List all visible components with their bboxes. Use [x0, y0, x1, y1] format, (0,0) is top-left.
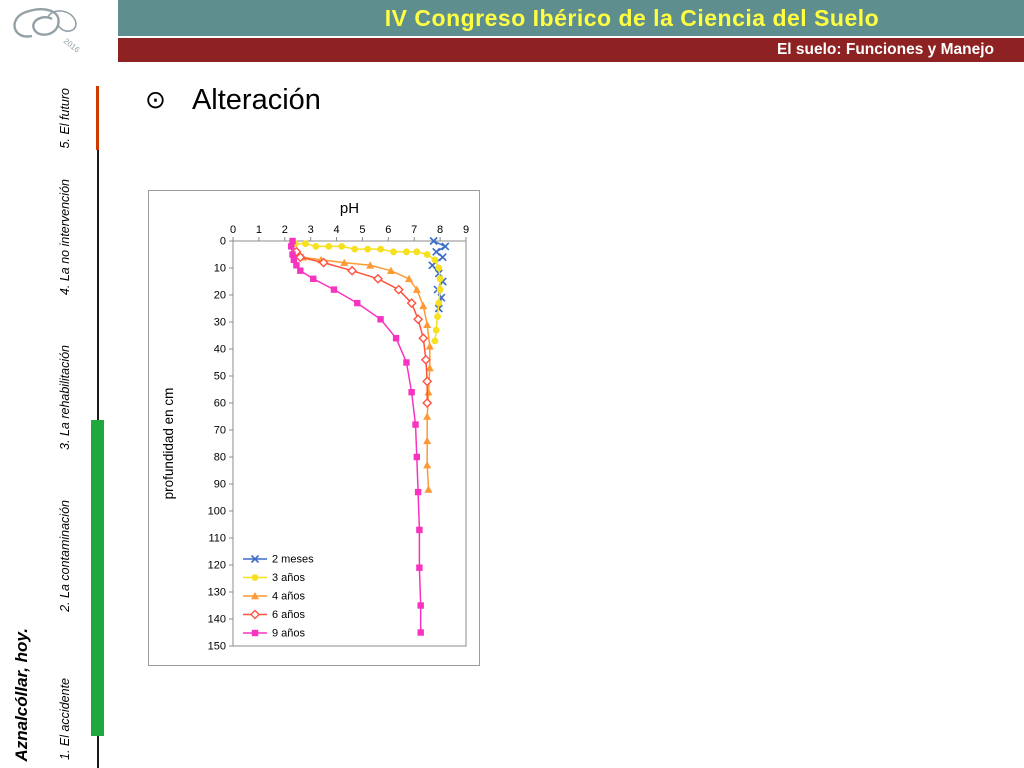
- svg-text:20: 20: [214, 290, 226, 302]
- circled-dot-bullet-icon: ⊙: [145, 86, 166, 114]
- svg-text:6: 6: [385, 224, 391, 236]
- legend-label: 2 meses: [272, 554, 314, 566]
- series-3-años: [291, 240, 444, 345]
- header-subtitle-bar: El suelo: Funciones y Manejo: [0, 38, 1024, 62]
- legend-label: 6 años: [272, 609, 306, 621]
- svg-text:70: 70: [214, 425, 226, 437]
- legend: 2 meses 3 años 4 años 6 años 9 años: [243, 554, 314, 640]
- svg-text:4: 4: [333, 224, 339, 236]
- header-title-bar: IV Congreso Ibérico de la Ciencia del Su…: [0, 0, 1024, 36]
- svg-text:10: 10: [214, 263, 226, 275]
- svg-text:3: 3: [308, 224, 314, 236]
- timeline-progress-bar: [91, 420, 104, 736]
- sidebar-title: Aznalcóllar, hoy.: [12, 628, 31, 762]
- sidebar-item-no-intervencion: 4. La no intervención: [58, 178, 72, 295]
- svg-text:130: 130: [208, 587, 226, 599]
- legend-label: 4 años: [272, 591, 306, 603]
- svg-text:110: 110: [208, 533, 226, 545]
- x-axis-top: 0 1 2 3 4 5 6 7 8 9: [230, 224, 469, 241]
- chart-container: pH profundidad en cm 0 1 2 3 4 5 6 7 8 9 0 10 20 30 40 50…: [148, 190, 480, 666]
- svg-text:30: 30: [214, 317, 226, 329]
- congress-title: IV Congreso Ibérico de la Ciencia del Su…: [384, 5, 880, 31]
- logo-swirl-icon: 2016: [13, 8, 82, 55]
- logo-year: 2016: [62, 36, 82, 54]
- bullet-row: ⊙ Alteración: [145, 84, 321, 117]
- legend-label: 3 años: [272, 572, 306, 584]
- svg-text:0: 0: [220, 236, 226, 248]
- sidebar-item-rehabilitacion: 3. La rehabilitación: [58, 345, 72, 450]
- congress-logo: 2016: [0, 0, 118, 62]
- y-axis-label: profundidad en cm: [161, 388, 176, 500]
- svg-text:60: 60: [214, 398, 226, 410]
- series-4-años: [293, 250, 434, 493]
- svg-text:7: 7: [411, 224, 417, 236]
- sidebar-item-futuro: 5. El futuro: [58, 87, 72, 148]
- sidebar-item-accidente: 1. El accidente: [58, 678, 72, 760]
- svg-text:0: 0: [230, 224, 236, 236]
- svg-text:120: 120: [208, 560, 226, 572]
- session-subtitle: El suelo: Funciones y Manejo: [776, 41, 994, 58]
- svg-text:1: 1: [256, 224, 262, 236]
- plot-frame: [232, 240, 467, 647]
- chart-title: pH: [340, 200, 359, 217]
- svg-text:100: 100: [208, 506, 226, 518]
- slide-heading: Alteración: [191, 84, 321, 116]
- series-6-años: [291, 246, 433, 408]
- y-axis-left: 0 10 20 30 40 50 60 70 80 90 100 110 120 130 140 150: [208, 236, 233, 653]
- svg-text:5: 5: [359, 224, 365, 236]
- svg-text:150: 150: [208, 641, 226, 653]
- series-9-años: [288, 237, 424, 636]
- svg-text:8: 8: [437, 224, 443, 236]
- svg-text:90: 90: [214, 479, 226, 491]
- svg-text:2: 2: [282, 224, 288, 236]
- current-section-marker: [96, 86, 99, 150]
- svg-text:80: 80: [214, 452, 226, 464]
- legend-label: 9 años: [272, 628, 306, 640]
- svg-text:9: 9: [463, 224, 469, 236]
- sidebar-item-contaminacion: 2. La contaminación: [58, 500, 72, 612]
- svg-text:140: 140: [208, 614, 226, 626]
- svg-text:50: 50: [214, 371, 226, 383]
- svg-text:40: 40: [214, 344, 226, 356]
